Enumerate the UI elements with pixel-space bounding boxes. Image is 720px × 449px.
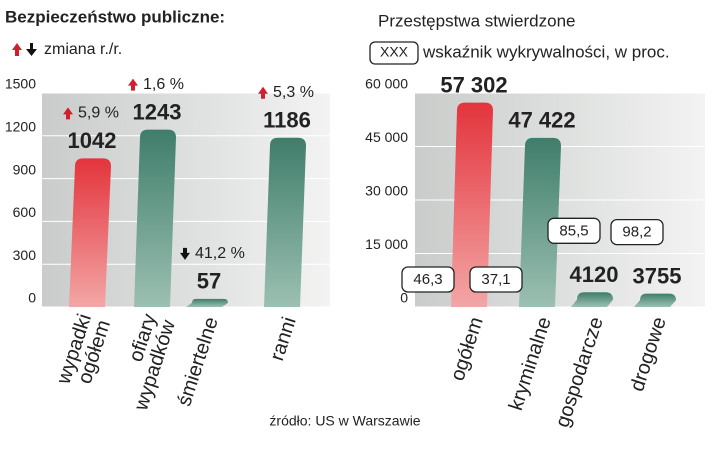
y-tick-label: 900 <box>13 161 37 177</box>
detection-box <box>610 218 664 246</box>
value-label: 1042 <box>68 128 117 153</box>
y-tick-label: 1500 <box>5 76 36 92</box>
detection-box <box>401 266 455 293</box>
x-tick-label: śmiertelne <box>173 314 222 409</box>
bar <box>134 129 176 307</box>
y-tick-label: 1200 <box>5 119 36 135</box>
chart-title: Bezpieczeństwo publiczne: <box>5 7 225 26</box>
bar <box>69 158 111 307</box>
change-arrow <box>180 247 190 260</box>
detection-label: 98,2 <box>622 224 651 241</box>
legend-down-arrow <box>26 43 37 56</box>
y-tick-label: 15 000 <box>365 236 408 252</box>
value-label: 57 <box>197 269 221 294</box>
legend-up-arrow <box>12 43 22 56</box>
change-label: 5,9 % <box>78 105 119 122</box>
change-arrow <box>258 86 268 99</box>
value-label: 57 302 <box>440 72 507 97</box>
x-tick-label: ogółem <box>447 314 488 383</box>
detection-box <box>547 217 601 244</box>
y-tick-label: 60 000 <box>365 76 408 92</box>
value-label: 1186 <box>263 108 311 133</box>
bar <box>634 293 676 307</box>
y-tick-label: 45 000 <box>365 129 408 145</box>
change-arrow <box>128 78 138 91</box>
chart-title: Przestępstwa stwierdzone <box>378 11 575 30</box>
change-label: 5,3 % <box>273 84 314 101</box>
bar <box>186 298 228 307</box>
detection-label: 85,5 <box>559 222 588 239</box>
x-tick-label: gospodarcze <box>551 314 607 430</box>
bar <box>519 137 561 307</box>
detection-box <box>469 266 523 293</box>
y-tick-label: 600 <box>13 204 37 220</box>
detection-label: 46,3 <box>413 271 442 288</box>
x-tick-label: kryminalne <box>505 314 556 413</box>
value-label: 3755 <box>633 263 682 288</box>
x-tick-label: drogowe <box>626 314 671 394</box>
change-label: 41,2 % <box>195 245 245 262</box>
detection-label: 37,1 <box>481 271 510 288</box>
x-tick-label: ranni <box>266 314 301 363</box>
change-label: 1,6 % <box>143 76 184 93</box>
bar <box>451 102 493 307</box>
legend-label: wskaźnik wykrywalności, w proc. <box>422 42 670 61</box>
value-label: 4120 <box>570 262 619 287</box>
source: źródło: US w Warszawie <box>269 413 420 429</box>
y-tick-label: 0 <box>28 290 36 306</box>
y-tick-label: 300 <box>13 247 37 263</box>
x-tick-label: ofiarywypadków <box>111 311 180 414</box>
y-tick-label: 0 <box>400 290 408 306</box>
y-tick-label: 30 000 <box>365 183 408 199</box>
legend-box-label: XXX <box>380 44 409 60</box>
value-label: 1243 <box>133 99 182 124</box>
x-tick-label: wypadkiogółem <box>53 311 116 394</box>
change-arrow <box>63 107 73 120</box>
legend-label: zmiana r./r. <box>44 41 122 58</box>
bar <box>571 292 613 307</box>
legend-box <box>369 41 419 65</box>
bar <box>264 137 306 307</box>
value-label: 47 422 <box>508 108 575 133</box>
